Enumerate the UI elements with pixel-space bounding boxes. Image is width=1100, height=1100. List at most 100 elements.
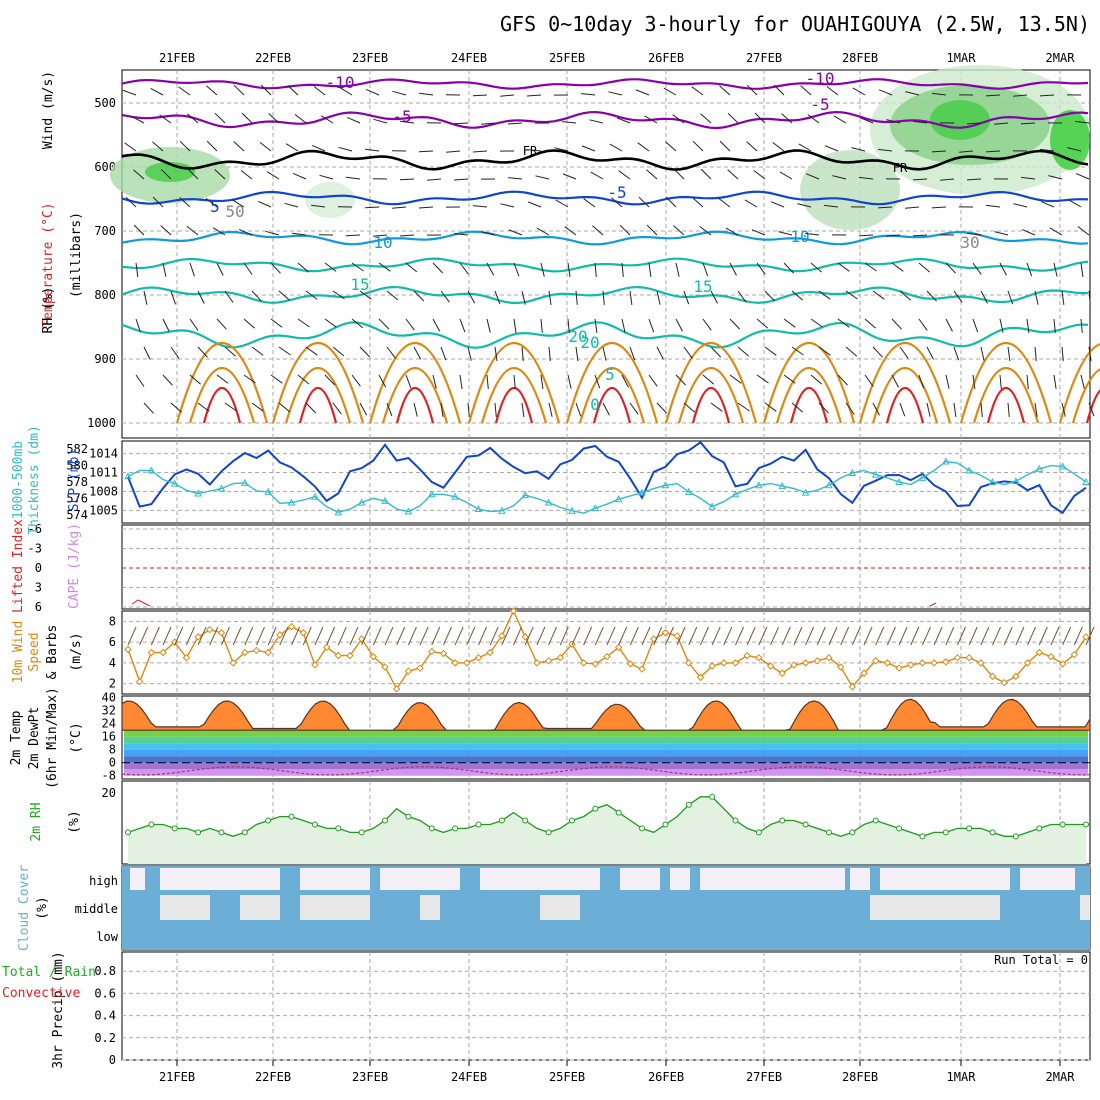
wind-barb: [265, 230, 280, 236]
contour-label: -10: [806, 69, 835, 88]
wind-speed-point: [650, 635, 658, 643]
wind-barb: [472, 94, 488, 97]
wind-barb: [507, 122, 523, 125]
wind-barb: [953, 402, 957, 417]
wind-barb: [637, 142, 650, 152]
wind-barb: [683, 346, 693, 359]
wind-barb: [1021, 176, 1036, 180]
precip-tick-label: 0.6: [94, 986, 116, 1000]
wind-barb: [672, 114, 685, 124]
wind-barb: [332, 290, 345, 300]
wind-barb: [618, 170, 631, 180]
wind-barb: [575, 402, 582, 417]
wind-barb: [251, 290, 262, 302]
wind-barb: [783, 262, 795, 274]
rh-point: [592, 805, 599, 812]
top-date-label: 24FEB: [451, 51, 487, 65]
wind-barb: [567, 318, 570, 333]
wind-barb: [187, 113, 199, 124]
wind-barb: [800, 85, 812, 96]
wind-barb-10m: [688, 626, 698, 646]
wind-barb: [931, 150, 947, 153]
slp-tick-label: 1014: [89, 447, 118, 461]
rh-point: [1083, 821, 1089, 828]
wind-speed-point: [241, 648, 249, 657]
slp-tick-label: 1011: [89, 466, 118, 480]
axis-title: (m/s): [69, 632, 84, 671]
cloud-high-clear: [300, 868, 370, 890]
boundary-layer-contour: [202, 387, 242, 424]
wind-speed-point: [614, 643, 623, 652]
rh-point: [171, 825, 178, 832]
wind-speed-point: [685, 659, 693, 667]
wind-barb: [756, 318, 769, 329]
boundary-layer-contour: [188, 366, 256, 424]
wind-barb: [845, 402, 855, 415]
wind-barb: [737, 346, 750, 357]
wind-barb: [700, 168, 712, 180]
wind-barb-10m: [723, 626, 733, 646]
wind-barb: [486, 262, 495, 276]
axis-title: CAPE (J/kg): [67, 523, 82, 609]
wind-barb: [405, 374, 412, 389]
wind-barb: [1053, 374, 1057, 389]
wind-barb: [972, 318, 979, 333]
wind-speed-point: [392, 685, 401, 693]
wind-speed-point: [556, 653, 564, 662]
wind-barb: [197, 290, 205, 304]
wind-barb: [872, 402, 880, 416]
wind-speed-point: [1058, 660, 1067, 668]
wind-barb: [186, 226, 199, 236]
wind-barb: [719, 85, 731, 96]
bottom-date-label: 2MAR: [1046, 1070, 1076, 1084]
wind-barb: [985, 94, 1001, 97]
top-date-label: 21FEB: [159, 51, 195, 65]
thickness-point: [240, 478, 249, 486]
wind-barb: [791, 290, 804, 301]
wind-speed-point: [311, 661, 319, 669]
wind-barb: [729, 262, 737, 276]
wind-barb: [886, 234, 901, 237]
wind-barb: [656, 346, 664, 360]
wind-barb: [432, 374, 437, 389]
isotherm-line: [121, 190, 1089, 206]
top-date-axis: 21FEB 22FEB 23FEB 24FEB 25FEB 26FEB 27FEB 28FEB…: [159, 51, 1075, 65]
wind-barb: [980, 290, 988, 304]
rh-point: [1059, 821, 1066, 828]
wind-barb: [999, 318, 1004, 333]
wind-tick-label: 4: [109, 656, 116, 670]
wind-barb: [135, 374, 145, 387]
wind-barb: [214, 112, 226, 124]
wind-barb-10m: [594, 626, 604, 646]
cloud-mid-clear: [240, 895, 280, 920]
wind-speed-line: [127, 609, 1087, 691]
temp-tick-label: 40: [102, 691, 116, 705]
wind-barb-10m: [957, 626, 966, 646]
wind-barb: [270, 374, 283, 384]
rh-point: [382, 817, 389, 824]
wind-barb: [339, 87, 353, 96]
wind-barb: [805, 232, 820, 236]
wind-barb: [125, 196, 137, 208]
wind-speed-point: [965, 653, 973, 662]
wind-barb: [359, 402, 368, 416]
thickness-point: [264, 487, 273, 495]
rh-point: [989, 829, 996, 836]
contour-label: FR: [893, 161, 908, 175]
wind-barb-10m: [384, 626, 394, 646]
wind-barb: [521, 290, 526, 305]
wind-barb: [966, 122, 982, 125]
boundary-layer-contour: [298, 387, 338, 424]
wind-barb: [583, 198, 596, 208]
wind-speed-point: [836, 663, 845, 671]
wind-barb: [278, 402, 291, 413]
thickness-point: [871, 470, 880, 478]
contour-label: 30: [960, 233, 979, 252]
slp-tick-label: 1005: [89, 503, 118, 517]
wind-barb-10m: [337, 626, 347, 646]
wind-barb: [540, 318, 543, 333]
wind-speed-point: [977, 659, 985, 667]
wind-barb: [365, 88, 380, 96]
wind-barb-10m: [1038, 626, 1048, 646]
wind-barb-10m: [442, 626, 452, 646]
